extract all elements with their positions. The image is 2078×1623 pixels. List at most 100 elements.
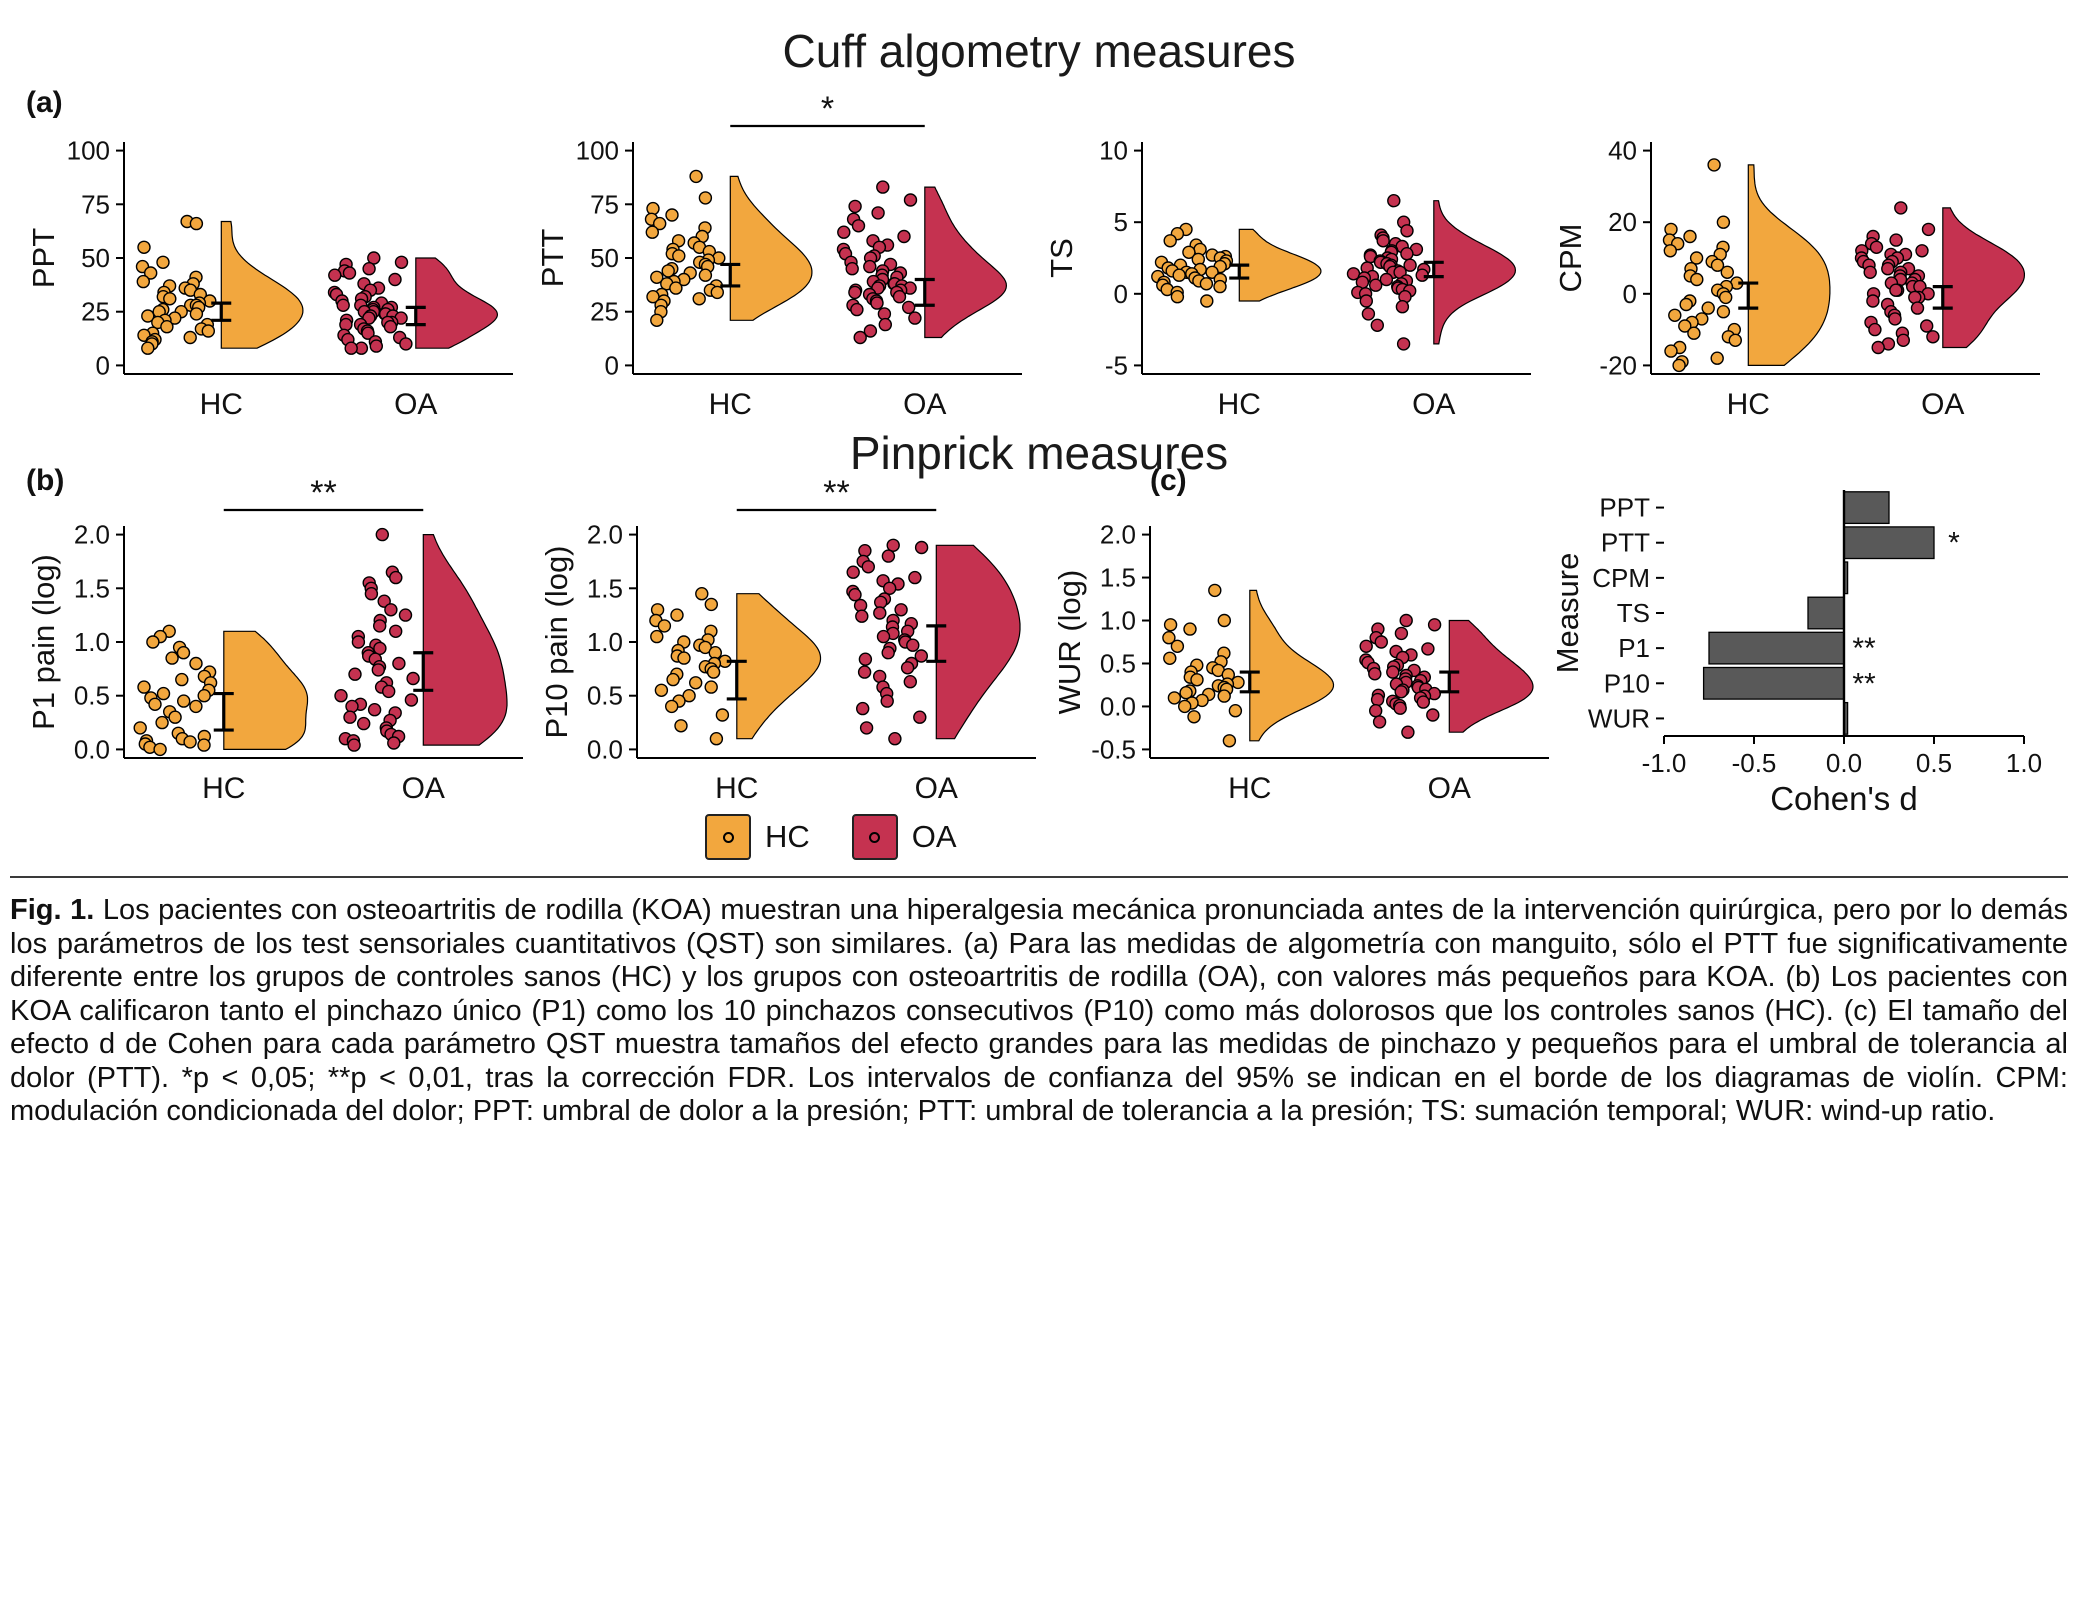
svg-text:100: 100	[67, 136, 110, 166]
svg-text:0.5: 0.5	[1916, 748, 1952, 778]
svg-text:OA: OA	[402, 772, 445, 805]
svg-text:PTT: PTT	[1601, 528, 1650, 558]
svg-text:100: 100	[576, 136, 619, 166]
svg-text:**: **	[823, 480, 849, 512]
svg-text:OA: OA	[915, 772, 958, 805]
svg-text:WUR: WUR	[1588, 703, 1650, 733]
svg-text:2.0: 2.0	[587, 520, 623, 550]
svg-text:20: 20	[1608, 207, 1637, 237]
svg-text:0.0: 0.0	[1826, 748, 1862, 778]
legend-dot-icon	[869, 831, 881, 843]
chart-ppt-raincloud: 0 25 50 75 100 PPT HC OA	[28, 136, 513, 421]
panel-a-label: (a)	[26, 86, 63, 119]
svg-text:0: 0	[605, 350, 619, 380]
svg-text:OA: OA	[1921, 388, 1964, 421]
svg-text:50: 50	[81, 243, 110, 273]
panel-c-chart: -1.0 -0.5 0.0 0.5 1.0 Cohen's d Measure PPT PTT *…	[1552, 474, 2072, 824]
svg-text:1.0: 1.0	[587, 627, 623, 657]
figure-caption: Fig. 1. Los pacientes con osteoartritis …	[10, 876, 2068, 1129]
svg-text:HC: HC	[202, 772, 245, 805]
svg-text:P1 pain (log): P1 pain (log)	[28, 554, 61, 730]
svg-text:HC: HC	[1228, 772, 1271, 805]
legend-swatch-oa	[851, 814, 898, 860]
chart-p10-raincloud: 0.0 0.5 1.0 1.5 2.0 P10 pain (log) HC OA **	[541, 480, 1036, 805]
svg-text:-20: -20	[1599, 350, 1637, 380]
svg-text:40: 40	[1608, 136, 1637, 166]
svg-text:CPM: CPM	[1555, 224, 1588, 293]
svg-text:Measure: Measure	[1552, 553, 1585, 674]
svg-text:1.0: 1.0	[2006, 748, 2042, 778]
svg-text:Cohen's d: Cohen's d	[1770, 780, 1918, 817]
svg-text:1.5: 1.5	[74, 573, 110, 603]
panel-a-charts: 0 25 50 75 100 PPT HC OA 0 25 50 75 100 PTT HC OA * -5 0…	[28, 96, 2050, 426]
svg-text:0.5: 0.5	[587, 681, 623, 711]
svg-text:HC: HC	[709, 388, 752, 421]
svg-text:P10 pain (log): P10 pain (log)	[541, 545, 574, 738]
chart-ts-raincloud: -5 0 5 10 TS HC OA	[1046, 136, 1531, 421]
svg-text:0.5: 0.5	[1100, 648, 1136, 678]
svg-text:P10: P10	[1604, 668, 1650, 698]
svg-text:1.5: 1.5	[1100, 563, 1136, 593]
chart-cohens-d-bar: -1.0 -0.5 0.0 0.5 1.0 Cohen's d Measure PPT PTT *…	[1552, 490, 2042, 817]
svg-text:10: 10	[1099, 136, 1128, 166]
svg-text:0: 0	[1114, 279, 1128, 309]
svg-text:HC: HC	[715, 772, 758, 805]
svg-text:**: **	[1852, 632, 1876, 665]
svg-text:PPT: PPT	[28, 228, 61, 288]
svg-text:25: 25	[81, 297, 110, 327]
panel-a-title: Cuff algometry measures	[782, 25, 1296, 77]
svg-text:**: **	[1852, 667, 1876, 700]
svg-text:1.0: 1.0	[74, 627, 110, 657]
legend-label-hc: HC	[765, 819, 810, 854]
svg-text:OA: OA	[394, 388, 437, 421]
legend-label-oa: OA	[911, 819, 957, 854]
svg-text:0.5: 0.5	[74, 681, 110, 711]
panel-b-label: (b)	[26, 464, 65, 497]
svg-text:50: 50	[590, 243, 619, 273]
caption-label: Fig. 1.	[10, 894, 95, 926]
svg-text:0.0: 0.0	[587, 734, 623, 764]
svg-text:1.5: 1.5	[587, 573, 623, 603]
svg-text:CPM: CPM	[1592, 563, 1650, 593]
panel-b-charts: 0.0 0.5 1.0 1.5 2.0 P1 pain (log) HC OA ** 0.0 0.…	[28, 480, 1559, 810]
svg-text:25: 25	[590, 297, 619, 327]
svg-text:HC: HC	[200, 388, 243, 421]
svg-text:-5: -5	[1105, 350, 1128, 380]
svg-text:0.0: 0.0	[1100, 691, 1136, 721]
legend-item-hc: HC	[705, 814, 810, 860]
legend-swatch-hc	[705, 814, 751, 860]
legend: HC OA	[705, 814, 957, 860]
svg-text:OA: OA	[903, 388, 946, 421]
svg-text:TS: TS	[1046, 238, 1079, 278]
svg-text:2.0: 2.0	[1100, 520, 1136, 550]
svg-text:0: 0	[96, 350, 110, 380]
svg-text:TS: TS	[1617, 598, 1650, 628]
svg-text:WUR (log): WUR (log)	[1054, 570, 1087, 715]
svg-text:1.0: 1.0	[1100, 606, 1136, 636]
svg-text:0: 0	[1623, 279, 1637, 309]
legend-dot-icon	[722, 831, 734, 843]
chart-wur-raincloud: -0.5 0.0 0.5 1.0 1.5 2.0 WUR (log) HC OA	[1054, 520, 1549, 805]
svg-text:5: 5	[1114, 207, 1128, 237]
svg-text:-0.5: -0.5	[1091, 734, 1136, 764]
svg-text:*: *	[1948, 527, 1960, 560]
svg-text:**: **	[310, 480, 336, 512]
svg-text:HC: HC	[1218, 388, 1261, 421]
chart-cpm-raincloud: -20 0 20 40 CPM HC OA	[1555, 136, 2040, 421]
svg-text:*: *	[821, 96, 834, 128]
svg-text:P1: P1	[1618, 633, 1650, 663]
chart-ptt-raincloud: 0 25 50 75 100 PTT HC OA *	[537, 96, 1022, 421]
caption-body: Los pacientes con osteoartritis de rodil…	[10, 894, 2068, 1127]
svg-text:OA: OA	[1412, 388, 1455, 421]
svg-text:-1.0: -1.0	[1642, 748, 1687, 778]
svg-text:0.0: 0.0	[74, 734, 110, 764]
panel-b-title: Pinprick measures	[849, 427, 1229, 479]
legend-item-oa: OA	[851, 814, 957, 860]
svg-text:75: 75	[81, 189, 110, 219]
svg-text:PTT: PTT	[537, 229, 570, 288]
svg-text:HC: HC	[1727, 388, 1770, 421]
svg-text:75: 75	[590, 189, 619, 219]
chart-p1-raincloud: 0.0 0.5 1.0 1.5 2.0 P1 pain (log) HC OA **	[28, 480, 523, 805]
svg-text:2.0: 2.0	[74, 520, 110, 550]
